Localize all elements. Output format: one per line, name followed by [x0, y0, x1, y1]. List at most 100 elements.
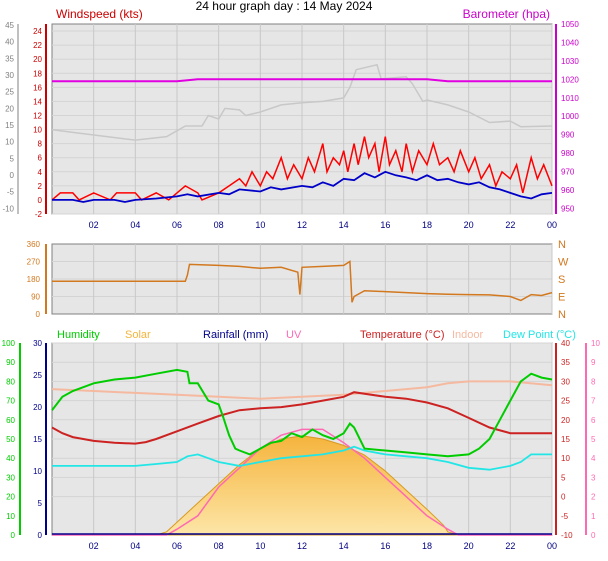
x-tick-label: 14	[339, 220, 349, 230]
barometer-tick-label: 970	[561, 168, 575, 177]
page-title: 24 hour graph day : 14 May 2024	[196, 0, 373, 13]
barometer-tick-label: 1030	[561, 57, 579, 66]
x-tick-label: 16	[380, 541, 390, 551]
direction-tick-label: 90	[31, 293, 40, 302]
humidity-tick-label: 80	[6, 377, 15, 386]
humidity-tick-label: 0	[11, 531, 16, 540]
temperature-tick-label: 30	[561, 377, 570, 386]
outer-left-tick: 45	[5, 21, 14, 30]
solar-area	[52, 435, 552, 536]
compass-label: N	[558, 239, 566, 251]
direction-tick-label: 180	[27, 275, 41, 284]
outer-left-tick: 40	[5, 38, 14, 47]
legend-label: Solar	[125, 329, 151, 341]
humidity-tick-label: 100	[2, 339, 16, 348]
rainfall-tick-label: 30	[33, 339, 42, 348]
uv-tick-label: 10	[591, 339, 600, 348]
x-tick-label: 08	[214, 541, 224, 551]
wind-tick-label: -2	[35, 210, 43, 219]
uv-tick-label: 8	[591, 377, 596, 386]
outer-left-tick: -5	[7, 188, 15, 197]
barometer-tick-label: 990	[561, 131, 575, 140]
outer-left-tick: -10	[2, 204, 14, 213]
x-tick-label: 20	[464, 541, 474, 551]
x-tick-label: 00	[547, 541, 557, 551]
barometer-tick-label: 1040	[561, 38, 579, 47]
temperature-tick-label: 5	[561, 473, 566, 482]
x-tick-label: 06	[172, 541, 182, 551]
temperature-tick-label: 0	[561, 493, 566, 502]
outer-left-tick: 10	[5, 138, 14, 147]
uv-tick-label: 0	[591, 531, 596, 540]
x-tick-label: 10	[255, 541, 265, 551]
temperature-tick-label: 25	[561, 397, 570, 406]
x-tick-label: 20	[464, 220, 474, 230]
x-tick-label: 18	[422, 220, 432, 230]
wind-tick-label: 0	[38, 196, 43, 205]
temperature-tick-label: -10	[561, 531, 573, 540]
humidity-line	[51, 368, 553, 458]
legend-label: Rainfall (mm)	[203, 329, 268, 341]
temperature-tick-label: 15	[561, 435, 570, 444]
barometer-tick-label: 1050	[561, 20, 579, 29]
compass-label: W	[558, 257, 569, 269]
outer-left-tick: 20	[5, 104, 14, 113]
barometer-tick-label: 1010	[561, 94, 579, 103]
humidity-temperature-panel: Humidity Solar Rainfall (mm) UV Temperature …	[2, 329, 601, 551]
wind-tick-label: 10	[33, 126, 42, 135]
wind-tick-label: 14	[33, 97, 42, 106]
humidity-tick-label: 30	[6, 473, 15, 482]
barometer-tick-label: 950	[561, 204, 575, 213]
barometer-axis-title: Barometer (hpa)	[463, 7, 550, 21]
x-tick-label: 02	[89, 220, 99, 230]
wind-tick-label: 22	[33, 41, 42, 50]
x-tick-label: 08	[214, 220, 224, 230]
temperature-line	[51, 391, 552, 445]
x-tick-label: 22	[505, 541, 515, 551]
x-tick-label: 06	[172, 220, 182, 230]
wind-tick-label: 18	[33, 69, 42, 78]
x-tick-label: 12	[297, 541, 307, 551]
rainfall-tick-label: 20	[33, 403, 42, 412]
barometer-line	[52, 78, 552, 83]
outer-left-tick: 5	[10, 154, 15, 163]
rainfall-tick-label: 0	[38, 531, 43, 540]
x-tick-label: 14	[339, 541, 349, 551]
humidity-tick-label: 10	[6, 512, 15, 521]
wind-direction-line	[52, 260, 553, 303]
uv-tick-label: 1	[591, 512, 596, 521]
wind-tick-label: 2	[38, 182, 43, 191]
temperature-tick-label: 35	[561, 358, 570, 367]
outer-left-tick: 25	[5, 88, 14, 97]
x-tick-label: 12	[297, 220, 307, 230]
humidity-tick-label: 50	[6, 435, 15, 444]
wind-tick-label: 20	[33, 55, 42, 64]
legend-label: Temperature (°C)	[360, 329, 444, 341]
uv-tick-label: 9	[591, 358, 596, 367]
wind-tick-label: 24	[33, 27, 42, 36]
rainfall-tick-label: 25	[33, 371, 42, 380]
compass-label: S	[558, 274, 565, 286]
x-tick-label: 10	[255, 220, 265, 230]
x-tick-label: 22	[505, 220, 515, 230]
direction-tick-label: 360	[27, 240, 41, 249]
outer-left-tick: 0	[10, 171, 15, 180]
wind-axis-title: Windspeed (kts)	[56, 7, 143, 21]
humidity-tick-label: 60	[6, 416, 15, 425]
x-tick-label: 04	[130, 541, 140, 551]
indoor-temperature-line	[51, 380, 553, 400]
outer-left-tick: 35	[5, 54, 14, 63]
direction-tick-label: 0	[36, 310, 41, 319]
humidity-tick-label: 40	[6, 454, 15, 463]
wind-tick-label: 6	[38, 154, 43, 163]
wind-tick-label: 8	[38, 140, 43, 149]
rainfall-tick-label: 5	[38, 499, 43, 508]
temperature-tick-label: 20	[561, 416, 570, 425]
compass-label: N	[558, 309, 566, 321]
x-tick-label: 02	[89, 541, 99, 551]
temperature-tick-label: -5	[561, 512, 569, 521]
x-tick-label: 18	[422, 541, 432, 551]
legend-label: Indoor	[452, 329, 484, 341]
legend-label: UV	[286, 329, 302, 341]
barometer-shadow-line	[51, 63, 553, 141]
